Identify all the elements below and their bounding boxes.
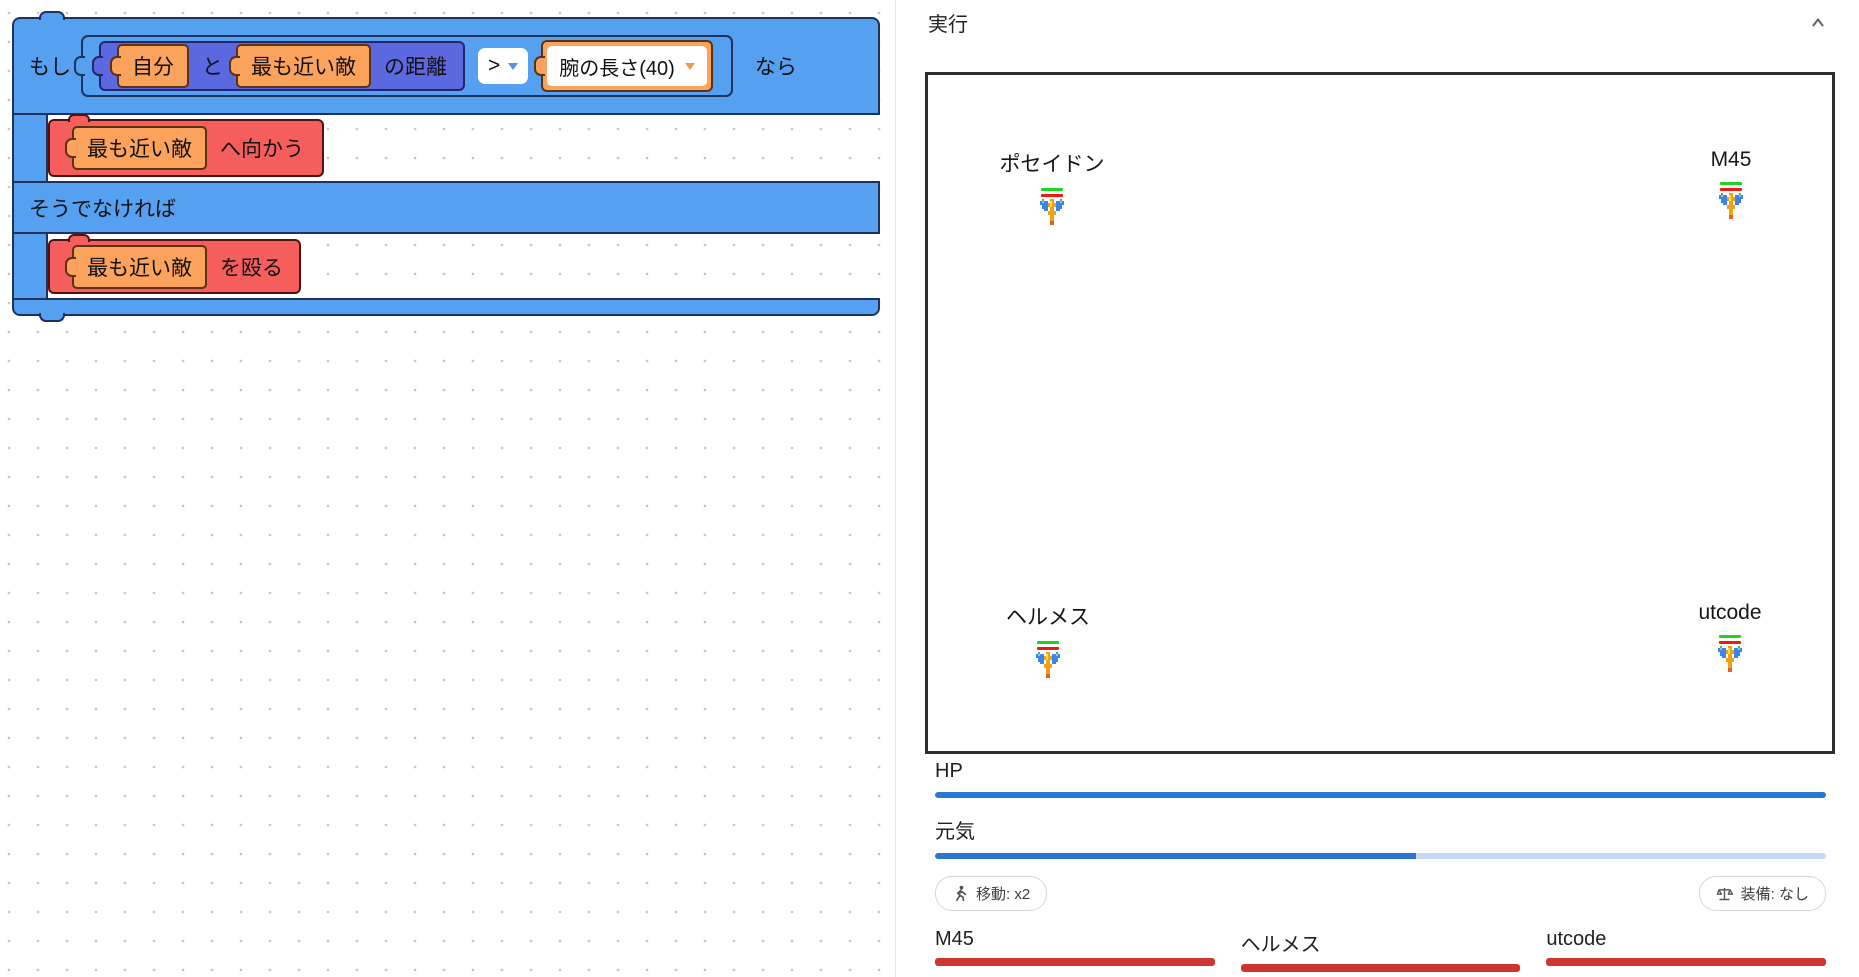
sprite-hp-bar xyxy=(1720,182,1742,185)
character-pixel-icon xyxy=(1718,646,1742,672)
opponent-hp-bar xyxy=(1240,964,1521,972)
if-block-spine xyxy=(12,115,48,181)
opponent-name: utcode xyxy=(1546,928,1607,950)
self-label: 自分 xyxy=(132,56,174,79)
block-top-connector xyxy=(39,11,65,20)
nearest-enemy-block[interactable]: 最も近い敵 xyxy=(229,44,371,88)
player-name: M45 xyxy=(1710,148,1752,171)
opponent-card: utcode xyxy=(1546,928,1826,972)
opponent-card: M45 xyxy=(935,928,1215,972)
energy-bar-fill xyxy=(935,853,1417,859)
field-player: utcode xyxy=(1650,601,1810,672)
nearest-enemy-label: 最も近い敵 xyxy=(87,256,192,280)
opponent-name: M45 xyxy=(935,928,974,950)
if-block[interactable]: もし 自分 と 最も近い敵 の距離 > xyxy=(12,11,880,322)
player-sprite xyxy=(1719,182,1743,219)
punch-label: を殴る xyxy=(220,256,283,280)
punch-block[interactable]: 最も近い敵 を殴る xyxy=(48,234,301,294)
execution-panel: 実行 ポセイドン M45 xyxy=(895,0,1859,977)
scale-icon xyxy=(1716,887,1733,900)
if-else-slot xyxy=(12,234,880,298)
move-speed-button[interactable]: 移動: x2 xyxy=(935,876,1048,911)
sprite-hp-bar xyxy=(1041,188,1063,191)
arm-length-block[interactable]: 腕の長さ(40) xyxy=(534,40,713,92)
sprite-hp-bar xyxy=(1719,635,1741,638)
player-sprite xyxy=(1040,188,1064,225)
chevron-up-icon xyxy=(1812,17,1824,27)
move-toward-label: へ向かう xyxy=(220,138,304,161)
distance-block[interactable]: 自分 と 最も近い敵 の距離 xyxy=(92,41,465,91)
opponent-hp-bar xyxy=(1546,958,1826,966)
if-label: もし xyxy=(29,56,71,79)
dropdown-caret-icon xyxy=(508,62,519,70)
player-name: ヘルメス xyxy=(1006,606,1090,629)
hp-bar xyxy=(935,792,1826,798)
player-name: ポセイドン xyxy=(999,153,1105,176)
player-sprite xyxy=(1036,641,1060,678)
nearest-enemy-label: 最も近い敵 xyxy=(87,138,192,161)
block-top-connector xyxy=(68,234,90,242)
opponent-name: ヘルメス xyxy=(1240,934,1321,956)
move-toward-block[interactable]: 最も近い敵 へ向かう xyxy=(48,114,324,177)
arm-length-dropdown[interactable]: 腕の長さ(40) xyxy=(547,46,707,86)
player-name: utcode xyxy=(1698,601,1762,624)
and-label: と xyxy=(202,56,223,79)
opponent-hp-bar xyxy=(935,958,1215,966)
stat-buttons: 移動: x2 装備: なし xyxy=(935,876,1826,911)
block-top-connector xyxy=(68,114,90,122)
else-section[interactable]: そうでなければ xyxy=(12,181,880,234)
game-field: ポセイドン M45 xyxy=(925,72,1835,754)
character-pixel-icon xyxy=(1719,193,1743,219)
panel-title: 実行 xyxy=(928,14,968,36)
opponent-list: M45 ヘルメス utcode xyxy=(935,928,1826,972)
energy-label: 元気 xyxy=(935,821,975,843)
field-player: ヘルメス xyxy=(968,601,1128,678)
nearest-enemy-label: 最も近い敵 xyxy=(251,56,356,79)
sprite-energy-bar xyxy=(1037,647,1059,650)
if-block-header[interactable]: もし 自分 と 最も近い敵 の距離 > xyxy=(12,11,880,115)
panel-header: 実行 xyxy=(928,8,1831,37)
if-then-slot xyxy=(12,115,880,181)
then-label: なら xyxy=(754,56,797,79)
equipment-button[interactable]: 装備: なし xyxy=(1698,876,1826,911)
sprite-energy-bar xyxy=(1041,194,1063,197)
move-speed-label: 移動: x2 xyxy=(976,886,1031,903)
field-player: ポセイドン xyxy=(972,148,1132,225)
operator-dropdown[interactable]: > xyxy=(478,48,529,84)
field-player: M45 xyxy=(1651,148,1811,219)
sprite-energy-bar xyxy=(1719,641,1741,644)
character-pixel-icon xyxy=(1040,199,1064,225)
hp-label: HP xyxy=(935,760,963,782)
hp-bar-fill xyxy=(935,792,1826,798)
self-block[interactable]: 自分 xyxy=(110,44,189,88)
character-pixel-icon xyxy=(1036,652,1060,678)
equipment-label: 装備: なし xyxy=(1740,886,1809,903)
block-bottom-connector xyxy=(39,313,65,322)
operator-value: > xyxy=(488,54,501,77)
arm-length-value: 腕の長さ(40) xyxy=(559,57,675,80)
runner-icon xyxy=(955,885,967,902)
if-block-spine xyxy=(12,234,48,298)
else-label: そうでなければ xyxy=(29,197,176,221)
player-sprite xyxy=(1718,635,1742,672)
energy-bar xyxy=(935,853,1826,859)
collapse-button[interactable] xyxy=(1805,10,1831,36)
distance-label: の距離 xyxy=(384,56,447,79)
nearest-enemy-block[interactable]: 最も近い敵 xyxy=(65,126,207,170)
compare-block[interactable]: 自分 と 最も近い敵 の距離 > 腕の長さ(40) xyxy=(74,35,733,97)
sprite-hp-bar xyxy=(1037,641,1059,644)
player-stats: HP 元気 移動: x2 xyxy=(935,760,1826,911)
dropdown-caret-icon xyxy=(684,62,695,70)
nearest-enemy-block[interactable]: 最も近い敵 xyxy=(65,244,207,289)
blockly-workspace[interactable]: もし 自分 と 最も近い敵 の距離 > xyxy=(0,0,895,977)
opponent-card: ヘルメス xyxy=(1240,928,1521,972)
if-block-footer xyxy=(12,298,880,322)
sprite-energy-bar xyxy=(1720,188,1742,191)
